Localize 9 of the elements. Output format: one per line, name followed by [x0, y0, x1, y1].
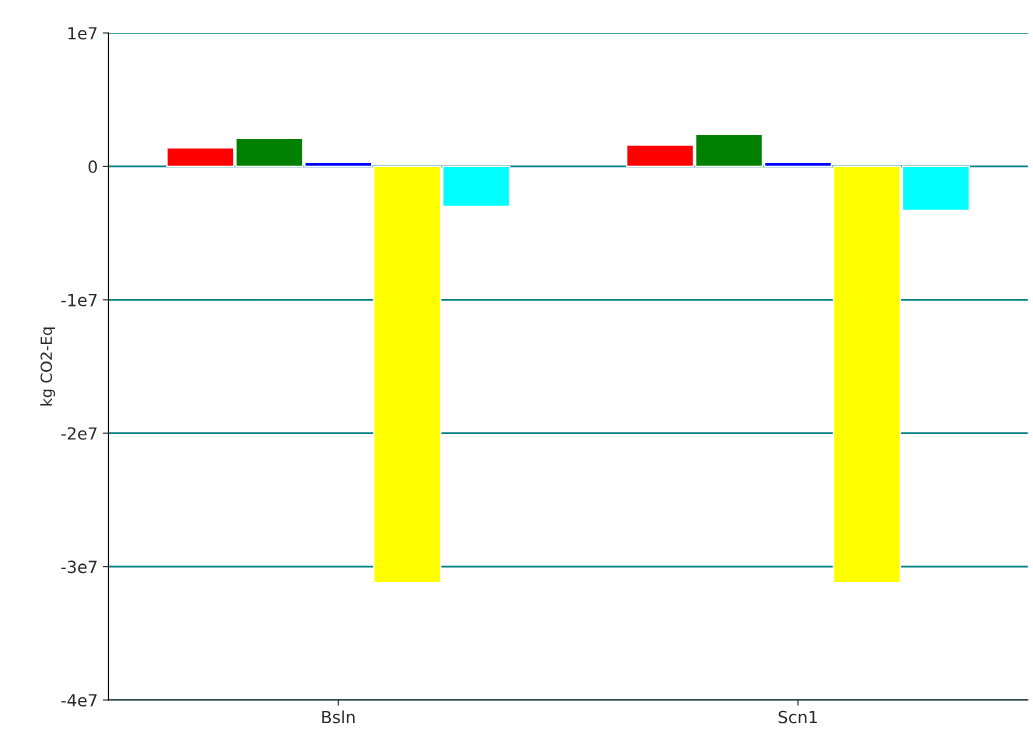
y-tick-label: 1e7 — [68, 27, 97, 40]
x-tick-label: Bsln — [322, 710, 355, 724]
y-tick-label: -1e7 — [61, 293, 97, 307]
y-axis-title: kg CO2-Eq — [40, 327, 56, 406]
y-tick-label: -4e7 — [61, 694, 97, 707]
y-tick-label: -3e7 — [61, 560, 97, 574]
y-tick-label: 0 — [88, 160, 97, 173]
y-tick-label: -2e7 — [61, 427, 97, 440]
x-tick-label: Scn1 — [778, 710, 817, 724]
